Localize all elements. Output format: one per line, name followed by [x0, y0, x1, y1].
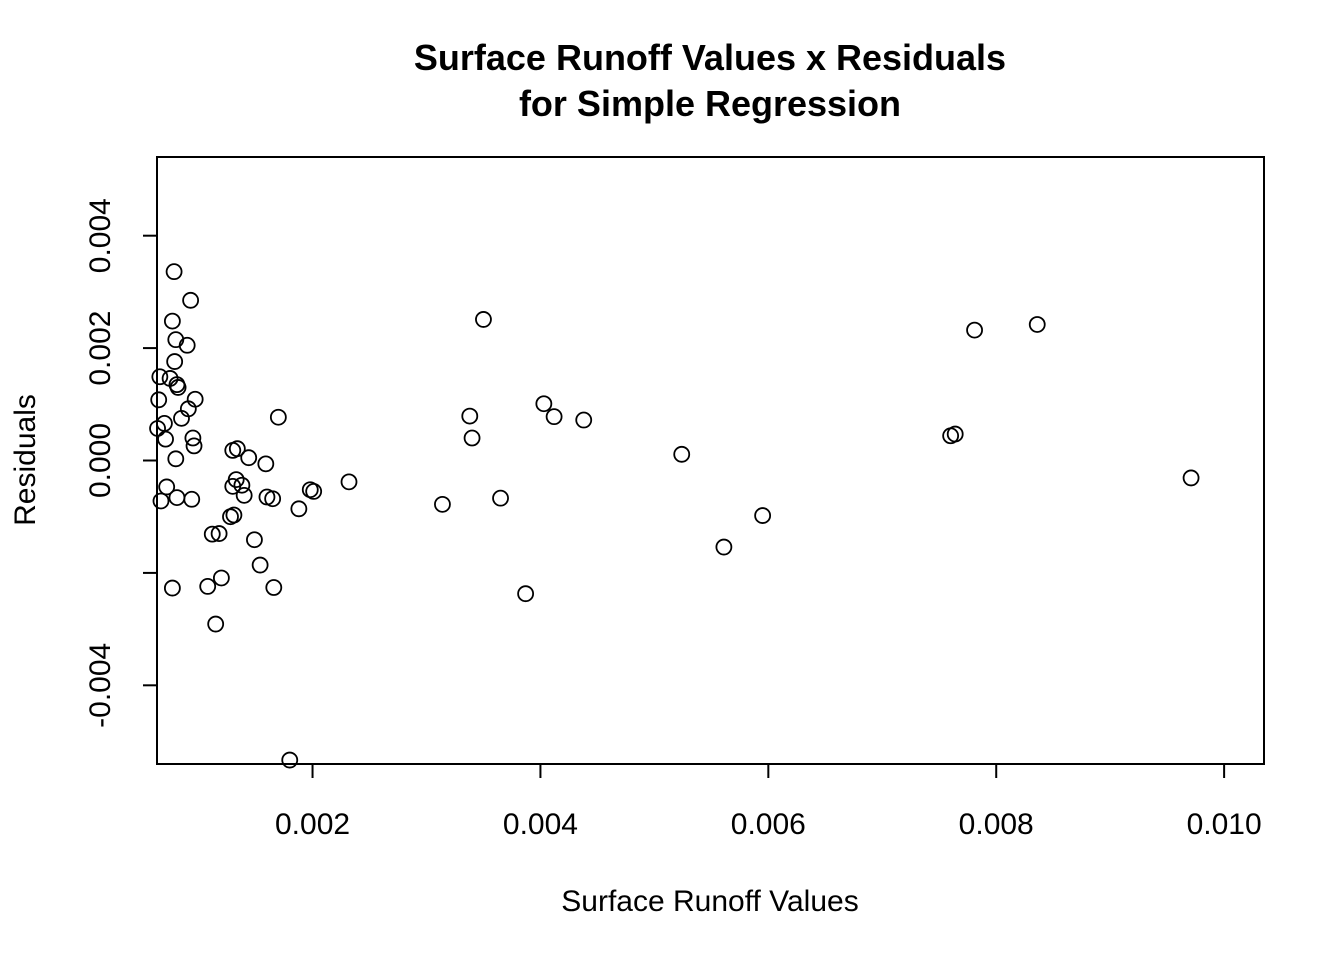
- data-point: [149, 420, 166, 437]
- data-point: [492, 489, 509, 507]
- data-point: [163, 312, 181, 330]
- data-point: [203, 525, 221, 543]
- x-tick-label: 0.006: [731, 808, 806, 841]
- data-point: [157, 430, 174, 448]
- data-point: [290, 500, 308, 518]
- x-axis-label: Surface Runoff Values: [561, 885, 858, 918]
- data-point: [235, 486, 253, 504]
- data-point: [199, 577, 217, 595]
- data-point: [163, 579, 181, 597]
- data-point: [207, 615, 225, 633]
- data-point: [182, 291, 200, 309]
- data-point: [340, 473, 358, 491]
- data-point: [158, 478, 176, 496]
- plot-frame: [156, 156, 1265, 765]
- data-point: [673, 445, 691, 463]
- data-point: [251, 556, 269, 574]
- data-point: [265, 579, 283, 596]
- data-point: [257, 455, 275, 473]
- data-point: [152, 492, 170, 510]
- data-point: [212, 569, 230, 587]
- data-point: [246, 531, 263, 549]
- chart-title-line-2: for Simple Regression: [519, 83, 901, 124]
- data-point: [535, 395, 553, 413]
- chart-title-line-1: Surface Runoff Values x Residuals: [414, 37, 1006, 78]
- data-point: [434, 495, 451, 513]
- data-point: [461, 407, 479, 425]
- y-tick-label: 0.004: [84, 198, 117, 273]
- data-point: [754, 507, 772, 524]
- x-tick-label: 0.002: [275, 808, 350, 841]
- data-point: [269, 408, 287, 426]
- data-point: [173, 409, 190, 427]
- data-point: [169, 379, 187, 396]
- x-tick-label: 0.004: [503, 808, 578, 841]
- x-tick-label: 0.010: [1187, 808, 1262, 841]
- data-points: [149, 263, 1200, 769]
- data-point: [240, 449, 258, 467]
- data-point: [463, 429, 481, 447]
- y-axis: -0.004 0.000 0.002 0.004: [84, 198, 158, 728]
- data-point: [210, 525, 228, 542]
- y-tick-label: -0.004: [84, 643, 117, 728]
- data-point: [575, 411, 593, 429]
- data-point: [1182, 469, 1200, 487]
- data-point: [281, 751, 299, 769]
- y-tick-label: 0.002: [84, 311, 117, 386]
- data-point: [150, 391, 168, 409]
- data-point: [224, 477, 242, 495]
- data-point: [225, 506, 243, 524]
- x-axis: 0.002 0.004 0.006 0.008 0.010: [275, 763, 1262, 841]
- data-point: [517, 585, 535, 603]
- data-point: [946, 425, 964, 443]
- data-point: [168, 489, 186, 506]
- data-point: [167, 450, 185, 468]
- data-point: [545, 408, 563, 426]
- data-point: [178, 336, 196, 354]
- data-point: [165, 263, 183, 281]
- y-tick-label: 0.000: [84, 423, 117, 498]
- data-point: [475, 311, 492, 328]
- x-tick-label: 0.008: [959, 808, 1034, 841]
- data-point: [305, 483, 323, 500]
- data-point: [228, 440, 246, 458]
- data-point: [966, 321, 983, 339]
- data-point: [151, 368, 169, 386]
- y-axis-label: Residuals: [9, 394, 42, 526]
- data-point: [1028, 316, 1046, 333]
- data-point: [183, 490, 201, 508]
- data-point: [184, 429, 202, 447]
- data-point: [185, 437, 203, 455]
- data-point: [166, 353, 184, 370]
- data-point: [264, 490, 282, 508]
- data-point: [233, 476, 251, 494]
- data-point: [715, 538, 733, 556]
